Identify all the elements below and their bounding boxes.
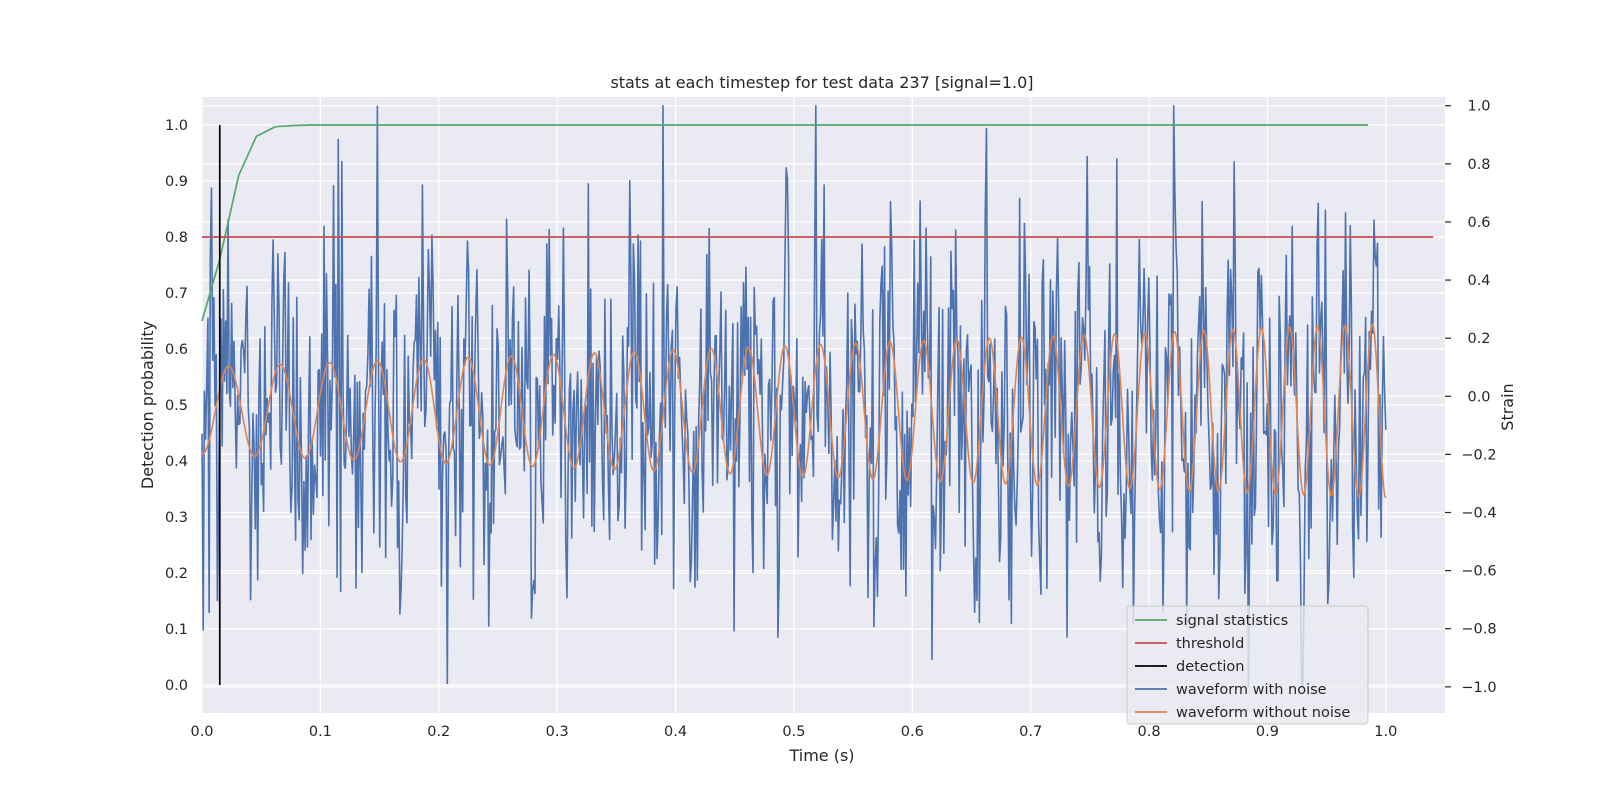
y2-tick-label: −0.2 — [1461, 447, 1496, 463]
y-tick-label: 1.0 — [165, 118, 188, 134]
y-tick-label: 0.7 — [165, 286, 188, 302]
y2-tick-label: 0.2 — [1467, 331, 1490, 347]
x-tick-label: 0.8 — [1138, 724, 1161, 740]
y2-tick-label: 0.6 — [1467, 215, 1490, 231]
x-tick-label: 0.7 — [1019, 724, 1042, 740]
chart-title: stats at each timestep for test data 237… — [610, 73, 1033, 92]
series-signal-statistics — [201, 124, 1369, 322]
y-tick-label: 0.1 — [165, 622, 188, 638]
legend: signal statistics threshold detection wavef… — [1126, 605, 1369, 725]
legend-label: threshold — [1176, 636, 1244, 652]
y2-tick-label: −0.8 — [1461, 622, 1496, 638]
y-tick-label: 0.9 — [165, 174, 188, 190]
y-tick-label: 0.2 — [165, 566, 188, 582]
y-tick-label: 0.8 — [165, 230, 188, 246]
x-tick-label: 0.3 — [546, 724, 569, 740]
y-axis-label: Detection probability — [138, 321, 157, 489]
legend-label: waveform with noise — [1176, 682, 1327, 698]
y2-tick-label: 1.0 — [1467, 99, 1490, 115]
y-tick-label: 0.3 — [165, 510, 188, 526]
y-tick-label: 0.4 — [165, 454, 188, 470]
series-waveform-with-noise — [201, 104, 1387, 688]
y2-axis-label: Strain — [1498, 383, 1517, 430]
x-tick-label: 0.6 — [901, 724, 924, 740]
x-tick-label: 0.9 — [1256, 724, 1279, 740]
x-tick-label: 0.2 — [427, 724, 450, 740]
y2-tick-label: 0.8 — [1467, 157, 1490, 173]
x-tick-label: 0.0 — [190, 724, 213, 740]
y2-tick-label: −0.6 — [1461, 564, 1496, 580]
y2-tick-label: −1.0 — [1461, 680, 1496, 696]
series-waveform-without-noise — [201, 323, 1387, 499]
x-tick-label: 0.5 — [782, 724, 805, 740]
y-tick-label: 0.6 — [165, 342, 188, 358]
y2-tick-label: 0.4 — [1467, 273, 1490, 289]
y2-tick-label: 0.0 — [1467, 389, 1490, 405]
x-tick-label: 0.4 — [664, 724, 687, 740]
y-tick-label: 0.0 — [165, 678, 188, 694]
y2-axis-ticks: −1.0 −0.8 −0.6 −0.4 −0.2 0.0 0.2 0.4 0.6 0.8 1.0 — [1445, 99, 1497, 696]
x-axis-ticks: 0.0 0.1 0.2 0.3 0.4 0.5 0.6 0.7 0.8 0.9 1.0 — [190, 724, 1397, 740]
series-layer — [201, 104, 1434, 688]
x-tick-label: 0.1 — [309, 724, 332, 740]
legend-label: waveform without noise — [1176, 705, 1350, 721]
y-tick-label: 0.5 — [165, 398, 188, 414]
legend-box — [1126, 605, 1369, 725]
y-axis-ticks: 0.0 0.1 0.2 0.3 0.4 0.5 0.6 0.7 0.8 0.9 1.0 — [165, 118, 188, 694]
x-tick-label: 1.0 — [1374, 724, 1397, 740]
x-axis-label: Time (s) — [788, 746, 854, 765]
legend-label: signal statistics — [1176, 613, 1288, 629]
y2-tick-label: −0.4 — [1461, 506, 1496, 522]
legend-label: detection — [1176, 659, 1244, 675]
